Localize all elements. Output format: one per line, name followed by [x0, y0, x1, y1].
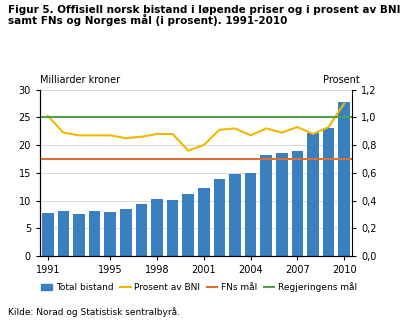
- Bar: [260, 155, 272, 256]
- Text: samt FNs og Norges mål (i prosent). 1991-2010: samt FNs og Norges mål (i prosent). 1991…: [8, 14, 287, 27]
- Bar: [104, 212, 116, 256]
- Bar: [229, 174, 241, 256]
- Bar: [136, 204, 147, 256]
- Bar: [214, 180, 225, 256]
- Bar: [151, 199, 163, 256]
- Text: Prosent: Prosent: [323, 75, 360, 85]
- Bar: [73, 214, 85, 256]
- Bar: [198, 188, 210, 256]
- Legend: Total bistand, Prosent av BNI, FNs mål, Regjeringens mål: Total bistand, Prosent av BNI, FNs mål, …: [41, 282, 357, 292]
- Text: Milliarder kroner: Milliarder kroner: [40, 75, 120, 85]
- Bar: [292, 151, 303, 256]
- Bar: [89, 211, 100, 256]
- Bar: [120, 209, 132, 256]
- Bar: [245, 173, 256, 256]
- Bar: [167, 200, 178, 256]
- Text: Kilde: Norad og Statistisk sentralbyrå.: Kilde: Norad og Statistisk sentralbyrå.: [8, 307, 180, 317]
- Bar: [338, 102, 350, 256]
- Bar: [276, 153, 288, 256]
- Bar: [182, 195, 194, 256]
- Bar: [58, 211, 69, 256]
- Bar: [323, 128, 334, 256]
- Bar: [42, 213, 54, 256]
- Text: Figur 5. Offisiell norsk bistand i løpende priser og i prosent av BNI,: Figur 5. Offisiell norsk bistand i løpen…: [8, 5, 400, 15]
- Bar: [307, 133, 319, 256]
